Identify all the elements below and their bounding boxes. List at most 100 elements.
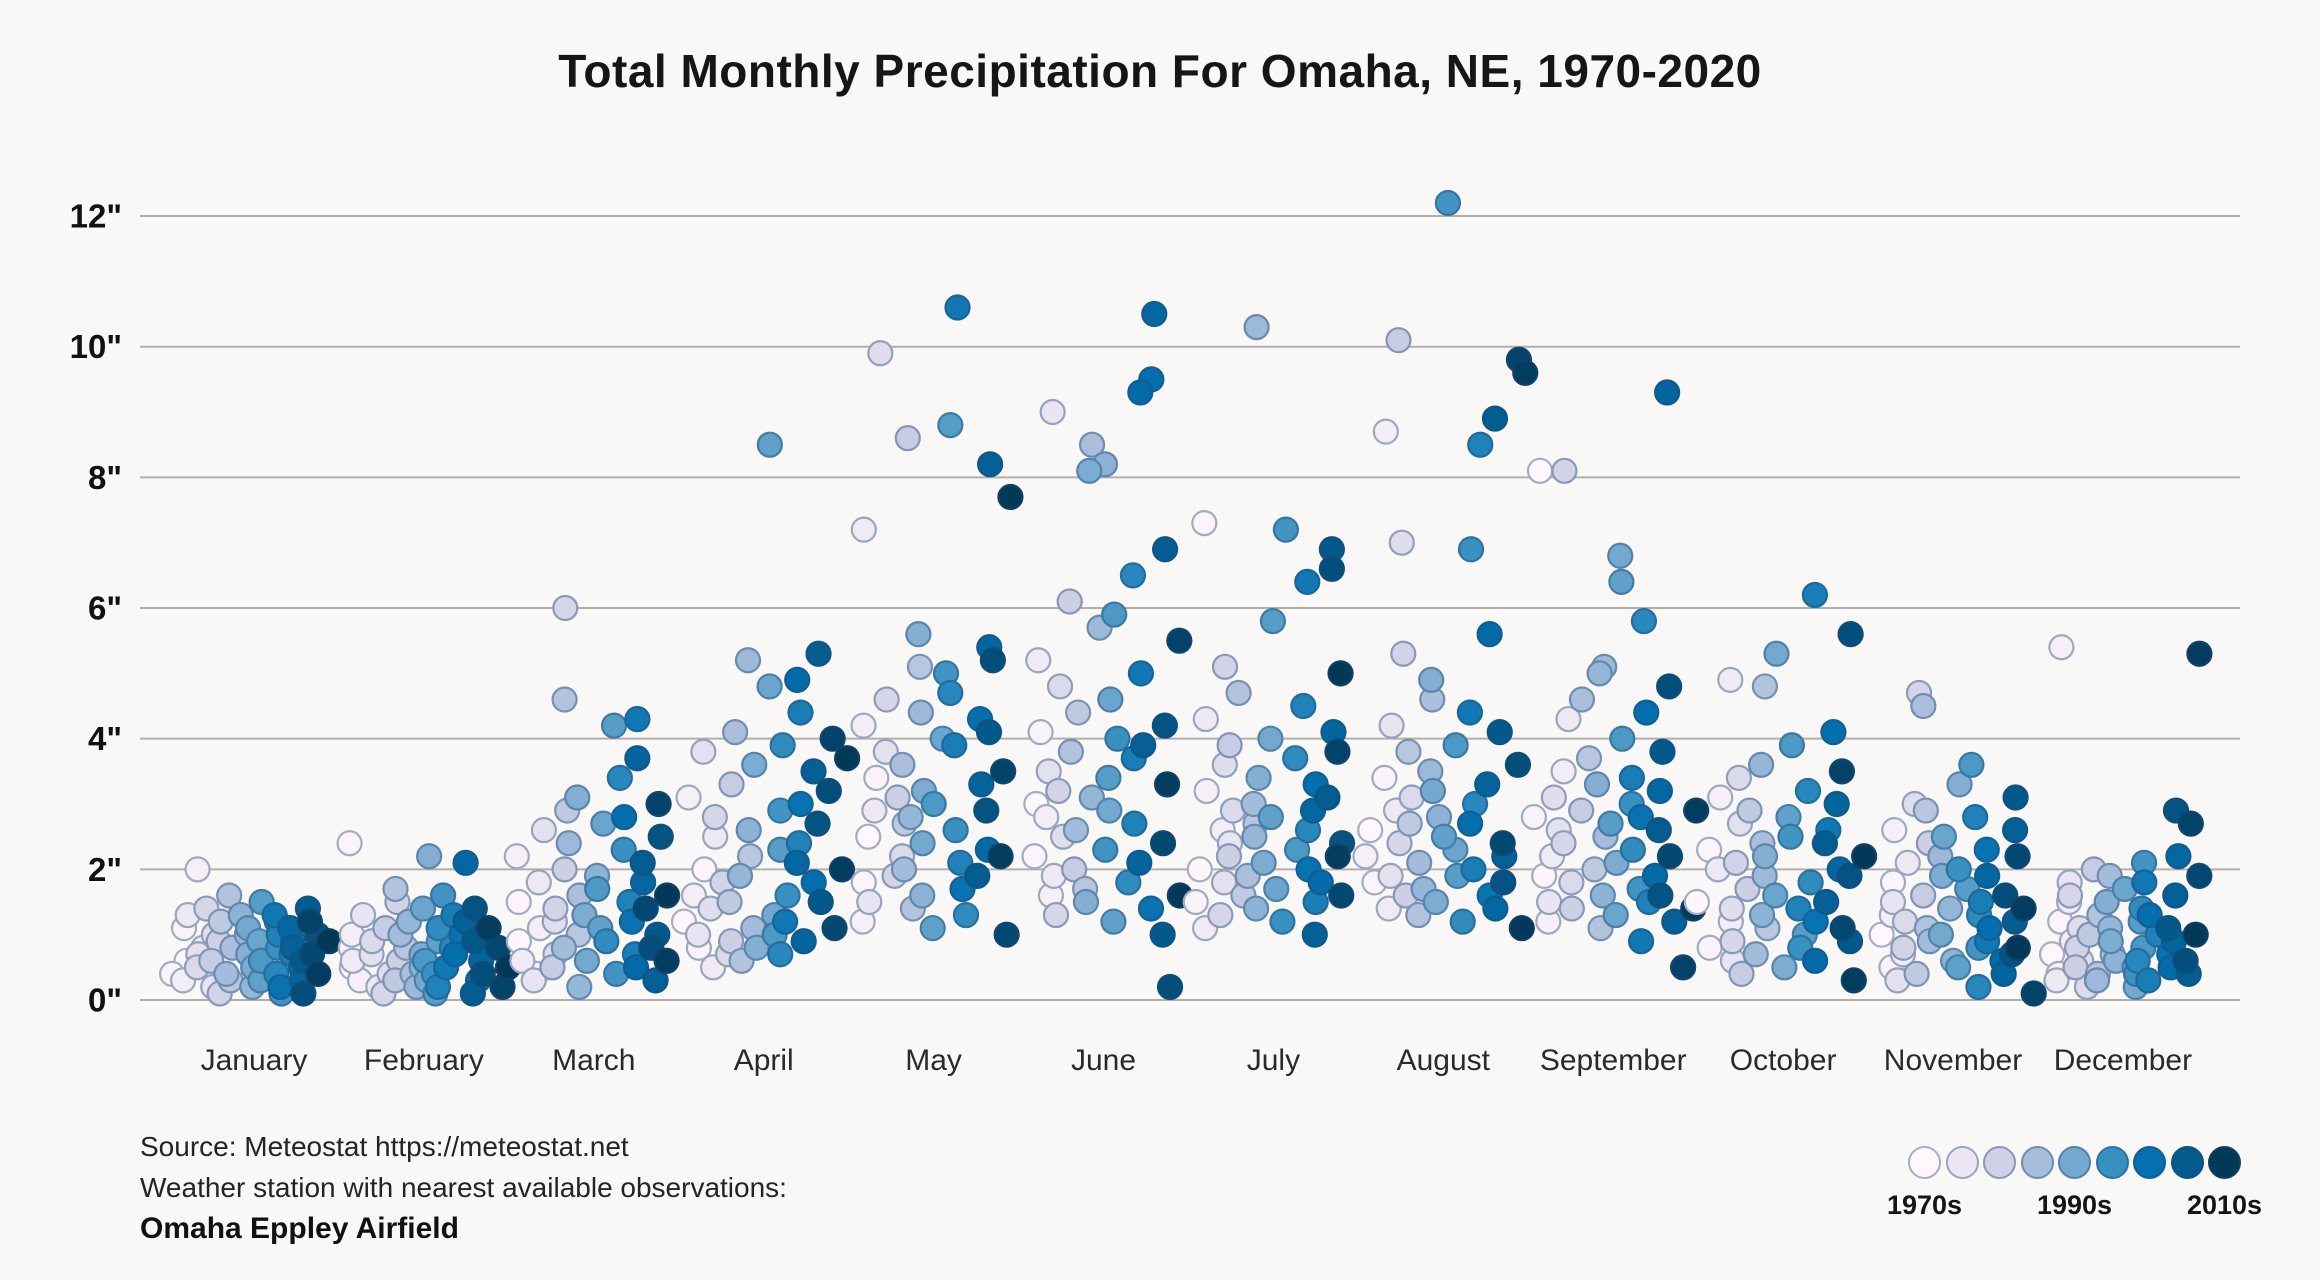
data-point (1717, 666, 1744, 693)
data-point (2002, 784, 2029, 811)
data-point (1257, 803, 1284, 831)
data-point (624, 745, 651, 772)
data-point (861, 797, 888, 824)
data-point (807, 888, 834, 916)
data-point (1257, 725, 1284, 752)
data-point (1609, 725, 1636, 752)
data-point (1965, 973, 1992, 1001)
data-point (1151, 536, 1179, 563)
data-point (1025, 647, 1052, 674)
data-point (2155, 915, 2182, 942)
data-point (1683, 797, 1710, 824)
data-point (1456, 699, 1483, 726)
data-point (1829, 915, 1856, 942)
data-point (1894, 849, 1921, 876)
data-point (316, 928, 343, 955)
data-point (1575, 745, 1603, 772)
data-point (990, 758, 1017, 785)
data-point (2062, 954, 2089, 981)
data-point (1656, 843, 1684, 870)
data-point (828, 856, 856, 883)
month-label: May (905, 1044, 962, 1077)
month-label: December (2054, 1044, 2192, 1077)
data-point (1801, 947, 1829, 974)
data-point (2097, 928, 2124, 955)
data-point (850, 516, 877, 543)
data-point (821, 915, 848, 942)
data-point (1191, 509, 1218, 537)
data-point (993, 921, 1020, 948)
data-point (2001, 817, 2029, 844)
data-point (1130, 732, 1157, 759)
data-point (1284, 836, 1311, 863)
data-point (1670, 954, 1697, 981)
data-point (1357, 817, 1384, 844)
legend-swatch (2058, 1146, 2091, 1179)
data-point (1149, 921, 1176, 948)
data-point (1324, 738, 1351, 765)
data-point (409, 895, 437, 922)
data-point (296, 908, 323, 935)
data-point (1243, 314, 1270, 341)
data-point (1837, 621, 1864, 648)
data-point (919, 915, 946, 942)
data-point (1056, 588, 1083, 615)
data-point (632, 895, 659, 922)
data-point (1211, 653, 1239, 680)
data-point (1762, 882, 1789, 909)
data-point (1418, 666, 1445, 693)
data-point (600, 712, 628, 739)
data-point (1568, 686, 1596, 713)
data-point (2165, 843, 2192, 870)
source-line-1: Source: Meteostat https://meteostat.net (140, 1131, 629, 1162)
data-point (1734, 875, 1761, 903)
data-point (1736, 797, 1763, 824)
data-point (1508, 915, 1535, 942)
data-point (909, 830, 936, 857)
data-point (552, 594, 579, 622)
data-point (787, 699, 814, 726)
data-point (1748, 751, 1775, 778)
data-point (1156, 973, 1184, 1001)
data-point (973, 797, 1000, 824)
data-point (1372, 418, 1399, 445)
data-point (1225, 679, 1252, 707)
data-point (1250, 849, 1277, 876)
data-point (855, 823, 882, 850)
data-point (1718, 895, 1745, 922)
data-point (743, 934, 770, 961)
data-point (907, 699, 934, 726)
data-point (461, 895, 488, 922)
data-point (1352, 843, 1379, 870)
data-point (611, 803, 638, 831)
data-point (1647, 882, 1674, 909)
data-point (1811, 830, 1838, 857)
data-point (1630, 607, 1658, 635)
data-point (735, 817, 762, 844)
data-point (1486, 719, 1513, 746)
data-point (774, 882, 801, 909)
data-point (1241, 823, 1268, 850)
data-point (1078, 431, 1106, 458)
data-point (815, 777, 842, 805)
data-point (1396, 810, 1423, 837)
data-point (787, 790, 814, 818)
data-point (767, 941, 794, 968)
data-point (873, 686, 900, 713)
data-point (1751, 843, 1779, 870)
data-point (1406, 849, 1433, 876)
legend-swatch (1945, 1146, 1979, 1179)
data-point (1586, 660, 1613, 687)
data-point (1801, 581, 1828, 609)
data-point (1375, 895, 1402, 922)
data-point (1481, 405, 1509, 432)
data-point (1482, 895, 1509, 922)
data-point (1945, 954, 1972, 981)
data-point (1371, 764, 1398, 791)
data-point (1974, 862, 2001, 889)
data-point (800, 758, 827, 785)
data-point (610, 836, 637, 863)
data-point (624, 705, 651, 733)
data-point (1121, 810, 1148, 837)
